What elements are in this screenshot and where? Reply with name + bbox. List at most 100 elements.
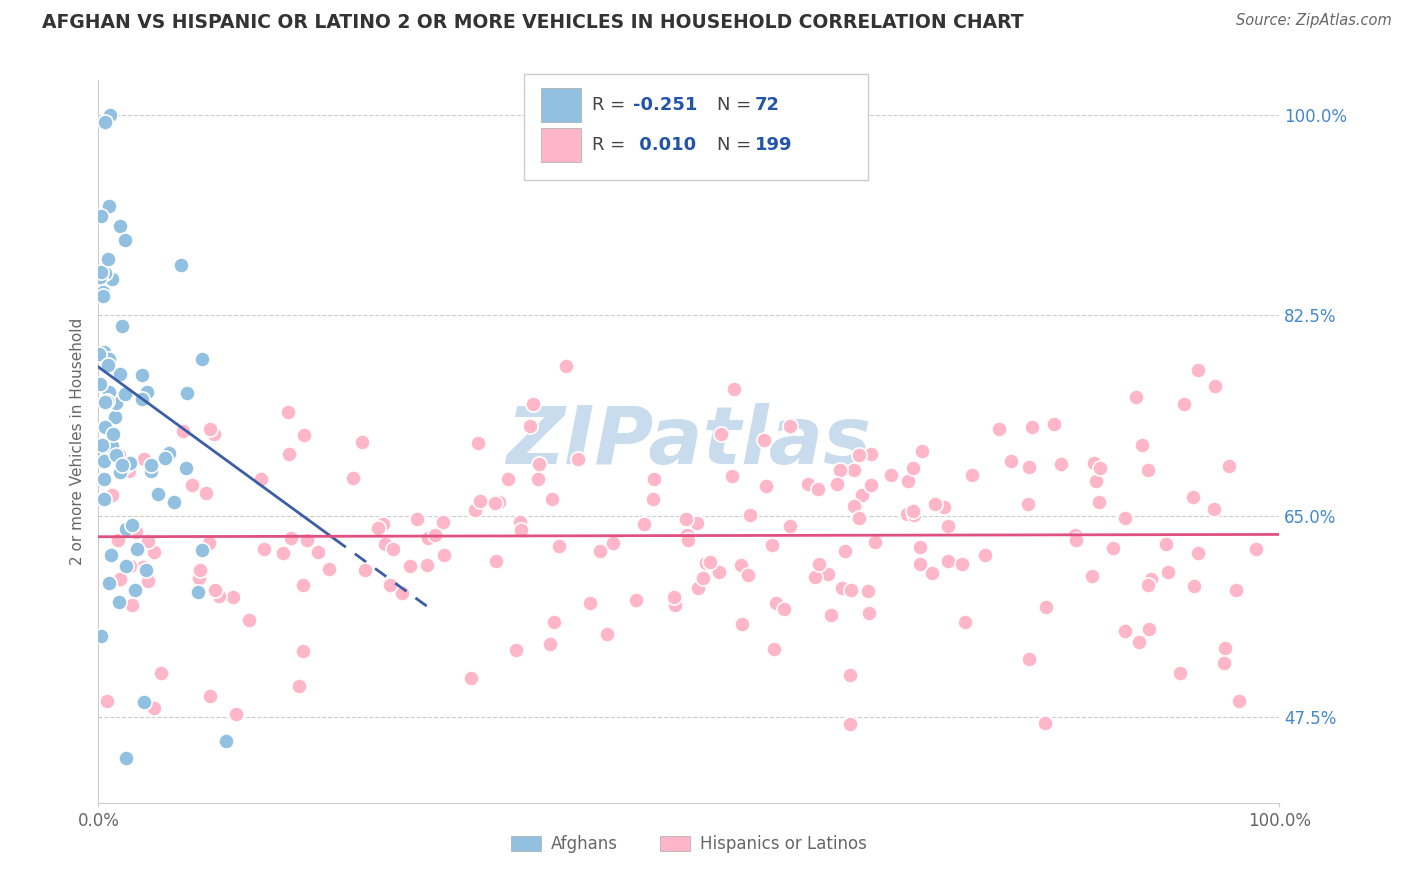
Point <box>932 500 955 514</box>
Point <box>908 557 931 571</box>
Point <box>198 536 221 550</box>
Point <box>779 519 801 533</box>
Point <box>1137 622 1160 636</box>
Point <box>538 636 561 650</box>
Point <box>131 368 153 383</box>
Point <box>176 386 198 401</box>
Point <box>834 544 856 558</box>
Point <box>1140 572 1163 586</box>
Point <box>548 539 571 553</box>
Point <box>808 558 831 572</box>
Point <box>1088 494 1111 508</box>
Point <box>278 447 301 461</box>
Point <box>187 585 209 599</box>
Text: N =: N = <box>717 136 756 154</box>
Point <box>238 613 260 627</box>
Point <box>108 367 131 381</box>
Point <box>695 556 717 570</box>
Point <box>104 448 127 462</box>
Point <box>90 265 112 279</box>
Point <box>292 428 315 442</box>
Point <box>988 422 1011 436</box>
Point <box>1204 379 1226 393</box>
Point <box>225 707 247 722</box>
Point <box>1244 541 1267 556</box>
Point <box>399 558 422 573</box>
Point <box>367 521 389 535</box>
Point <box>342 471 364 485</box>
Point <box>307 545 329 559</box>
Point <box>737 568 759 582</box>
Point <box>93 348 115 362</box>
Point <box>215 733 238 747</box>
Point <box>287 679 309 693</box>
Point <box>921 566 943 580</box>
Point <box>730 558 752 572</box>
Point <box>807 482 830 496</box>
Point <box>1229 694 1251 708</box>
Point <box>98 385 121 400</box>
Point <box>851 488 873 502</box>
Point <box>91 437 114 451</box>
Point <box>1018 460 1040 475</box>
Point <box>1064 533 1087 548</box>
Point <box>773 602 796 616</box>
Point <box>624 592 647 607</box>
Point <box>292 644 315 658</box>
Point <box>848 448 870 462</box>
Text: 72: 72 <box>755 96 780 114</box>
Point <box>141 464 163 478</box>
Point <box>114 458 136 473</box>
Point <box>89 450 111 465</box>
Point <box>195 486 218 500</box>
Point <box>191 352 214 367</box>
Point <box>1000 454 1022 468</box>
Point <box>602 536 624 550</box>
Point <box>1173 397 1195 411</box>
Point <box>125 524 148 539</box>
Point <box>896 507 918 521</box>
Point <box>1018 652 1040 666</box>
Text: N =: N = <box>717 96 756 114</box>
Point <box>101 426 124 441</box>
Text: 199: 199 <box>755 136 793 154</box>
Point <box>121 598 143 612</box>
Point <box>643 491 665 506</box>
Point <box>297 533 319 547</box>
Point <box>676 533 699 547</box>
Point <box>686 516 709 530</box>
Point <box>250 472 273 486</box>
Point <box>433 548 456 562</box>
Point <box>153 451 176 466</box>
Point <box>418 531 440 545</box>
Point <box>901 461 924 475</box>
Point <box>101 439 124 453</box>
Point <box>509 515 531 529</box>
Point <box>505 642 527 657</box>
Point <box>828 463 851 477</box>
Point <box>371 516 394 531</box>
Point <box>1130 438 1153 452</box>
Point <box>1043 417 1066 432</box>
Point <box>1049 457 1071 471</box>
Point <box>139 458 162 472</box>
Point <box>589 543 612 558</box>
Point <box>96 394 118 409</box>
Point <box>488 494 510 508</box>
Point <box>1064 527 1087 541</box>
Point <box>318 562 340 576</box>
Point <box>150 666 173 681</box>
Point <box>142 701 165 715</box>
Point <box>94 115 117 129</box>
Point <box>859 447 882 461</box>
Point <box>93 345 115 359</box>
Legend: Afghans, Hispanics or Latinos: Afghans, Hispanics or Latinos <box>505 828 873 860</box>
Point <box>1157 565 1180 579</box>
Point <box>1202 502 1225 516</box>
Point <box>527 472 550 486</box>
Point <box>541 492 564 507</box>
Point <box>1080 568 1102 582</box>
Point <box>765 596 787 610</box>
Point <box>93 472 115 486</box>
Point <box>1114 510 1136 524</box>
